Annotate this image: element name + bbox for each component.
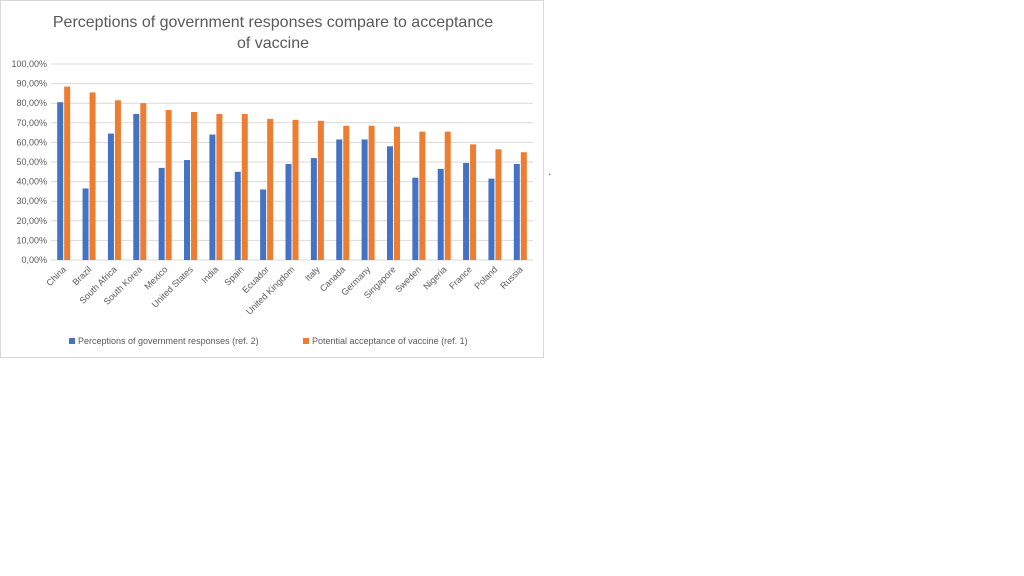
y-tick-label: 80,00%: [16, 98, 47, 108]
bar-perceptions: [336, 139, 343, 260]
stray-mark: .: [548, 164, 552, 178]
bar-acceptance: [520, 152, 527, 260]
bar-perceptions: [133, 113, 140, 260]
bar-acceptance: [419, 131, 426, 260]
bar-perceptions: [310, 158, 317, 260]
legend-label: Perceptions of government responses (ref…: [78, 336, 259, 346]
bar-perceptions: [437, 168, 444, 260]
x-category-label: Sweden: [393, 264, 423, 294]
chart-title-line: of vaccine: [237, 35, 309, 52]
bar-perceptions: [361, 139, 368, 260]
x-category-label: China: [44, 264, 68, 288]
x-category-label: France: [447, 264, 474, 291]
legend-label: Potential acceptance of vaccine (ref. 1): [312, 336, 468, 346]
x-category-label: Italy: [303, 264, 322, 283]
bar-perceptions: [184, 160, 191, 260]
bar-perceptions: [82, 188, 89, 260]
y-tick-label: 70,00%: [16, 118, 47, 128]
y-tick-label: 10,00%: [16, 235, 47, 245]
bar-perceptions: [57, 102, 64, 260]
bar-acceptance: [393, 126, 400, 260]
bar-acceptance: [89, 92, 96, 260]
y-tick-label: 20,00%: [16, 216, 47, 226]
bar-acceptance: [64, 86, 71, 260]
bar-perceptions: [209, 134, 216, 260]
bar-acceptance: [267, 118, 274, 260]
x-category-label: Russia: [498, 264, 525, 291]
bar-perceptions: [513, 163, 520, 260]
y-tick-label: 30,00%: [16, 196, 47, 206]
legend: Perceptions of government responses (ref…: [69, 336, 468, 346]
bar-perceptions: [412, 177, 419, 260]
x-category-label: Spain: [222, 264, 245, 287]
bar-acceptance: [292, 119, 299, 260]
chart-title-line: Perceptions of government responses comp…: [53, 14, 493, 31]
bar-acceptance: [114, 100, 121, 260]
bar-perceptions: [158, 167, 165, 260]
bar-acceptance: [495, 149, 502, 260]
bar-acceptance: [241, 113, 248, 260]
bar-perceptions: [285, 163, 292, 260]
bar-perceptions: [488, 178, 495, 260]
bar-acceptance: [343, 125, 350, 261]
bar-acceptance: [216, 113, 223, 260]
bar-acceptance: [165, 110, 172, 260]
legend-swatch: [303, 338, 309, 344]
bar-acceptance: [317, 120, 324, 260]
y-tick-label: 40,00%: [16, 177, 47, 187]
bars: [57, 86, 527, 261]
x-category-label: Poland: [472, 264, 499, 291]
bar-perceptions: [386, 146, 393, 260]
bar-perceptions: [463, 162, 470, 260]
bar-acceptance: [191, 112, 198, 261]
bar-perceptions: [260, 189, 267, 260]
y-tick-label: 100,00%: [11, 59, 47, 69]
y-tick-label: 60,00%: [16, 137, 47, 147]
y-tick-label: 0,00%: [21, 255, 47, 265]
bar-acceptance: [368, 125, 375, 261]
bar-perceptions: [234, 171, 241, 260]
bar-acceptance: [444, 131, 451, 260]
bar-perceptions: [107, 133, 114, 260]
gridlines: [51, 63, 533, 261]
legend-swatch: [69, 338, 75, 344]
x-category-label: India: [199, 264, 220, 285]
x-category-label: Nigeria: [421, 264, 448, 291]
y-tick-label: 90,00%: [16, 79, 47, 89]
y-tick-label: 50,00%: [16, 157, 47, 167]
y-axis-ticks: 0,00% 10,00% 20,00% 30,00% 40,00% 50,00% 60,00…: [11, 59, 47, 265]
chart-frame: Perceptions of government responses comp…: [0, 0, 544, 358]
chart-title: Perceptions of government responses comp…: [53, 14, 493, 52]
x-category-label: Brazil: [70, 264, 93, 287]
bar-acceptance: [140, 103, 147, 260]
bar-chart: Perceptions of government responses comp…: [11, 14, 533, 346]
bar-acceptance: [470, 144, 477, 260]
